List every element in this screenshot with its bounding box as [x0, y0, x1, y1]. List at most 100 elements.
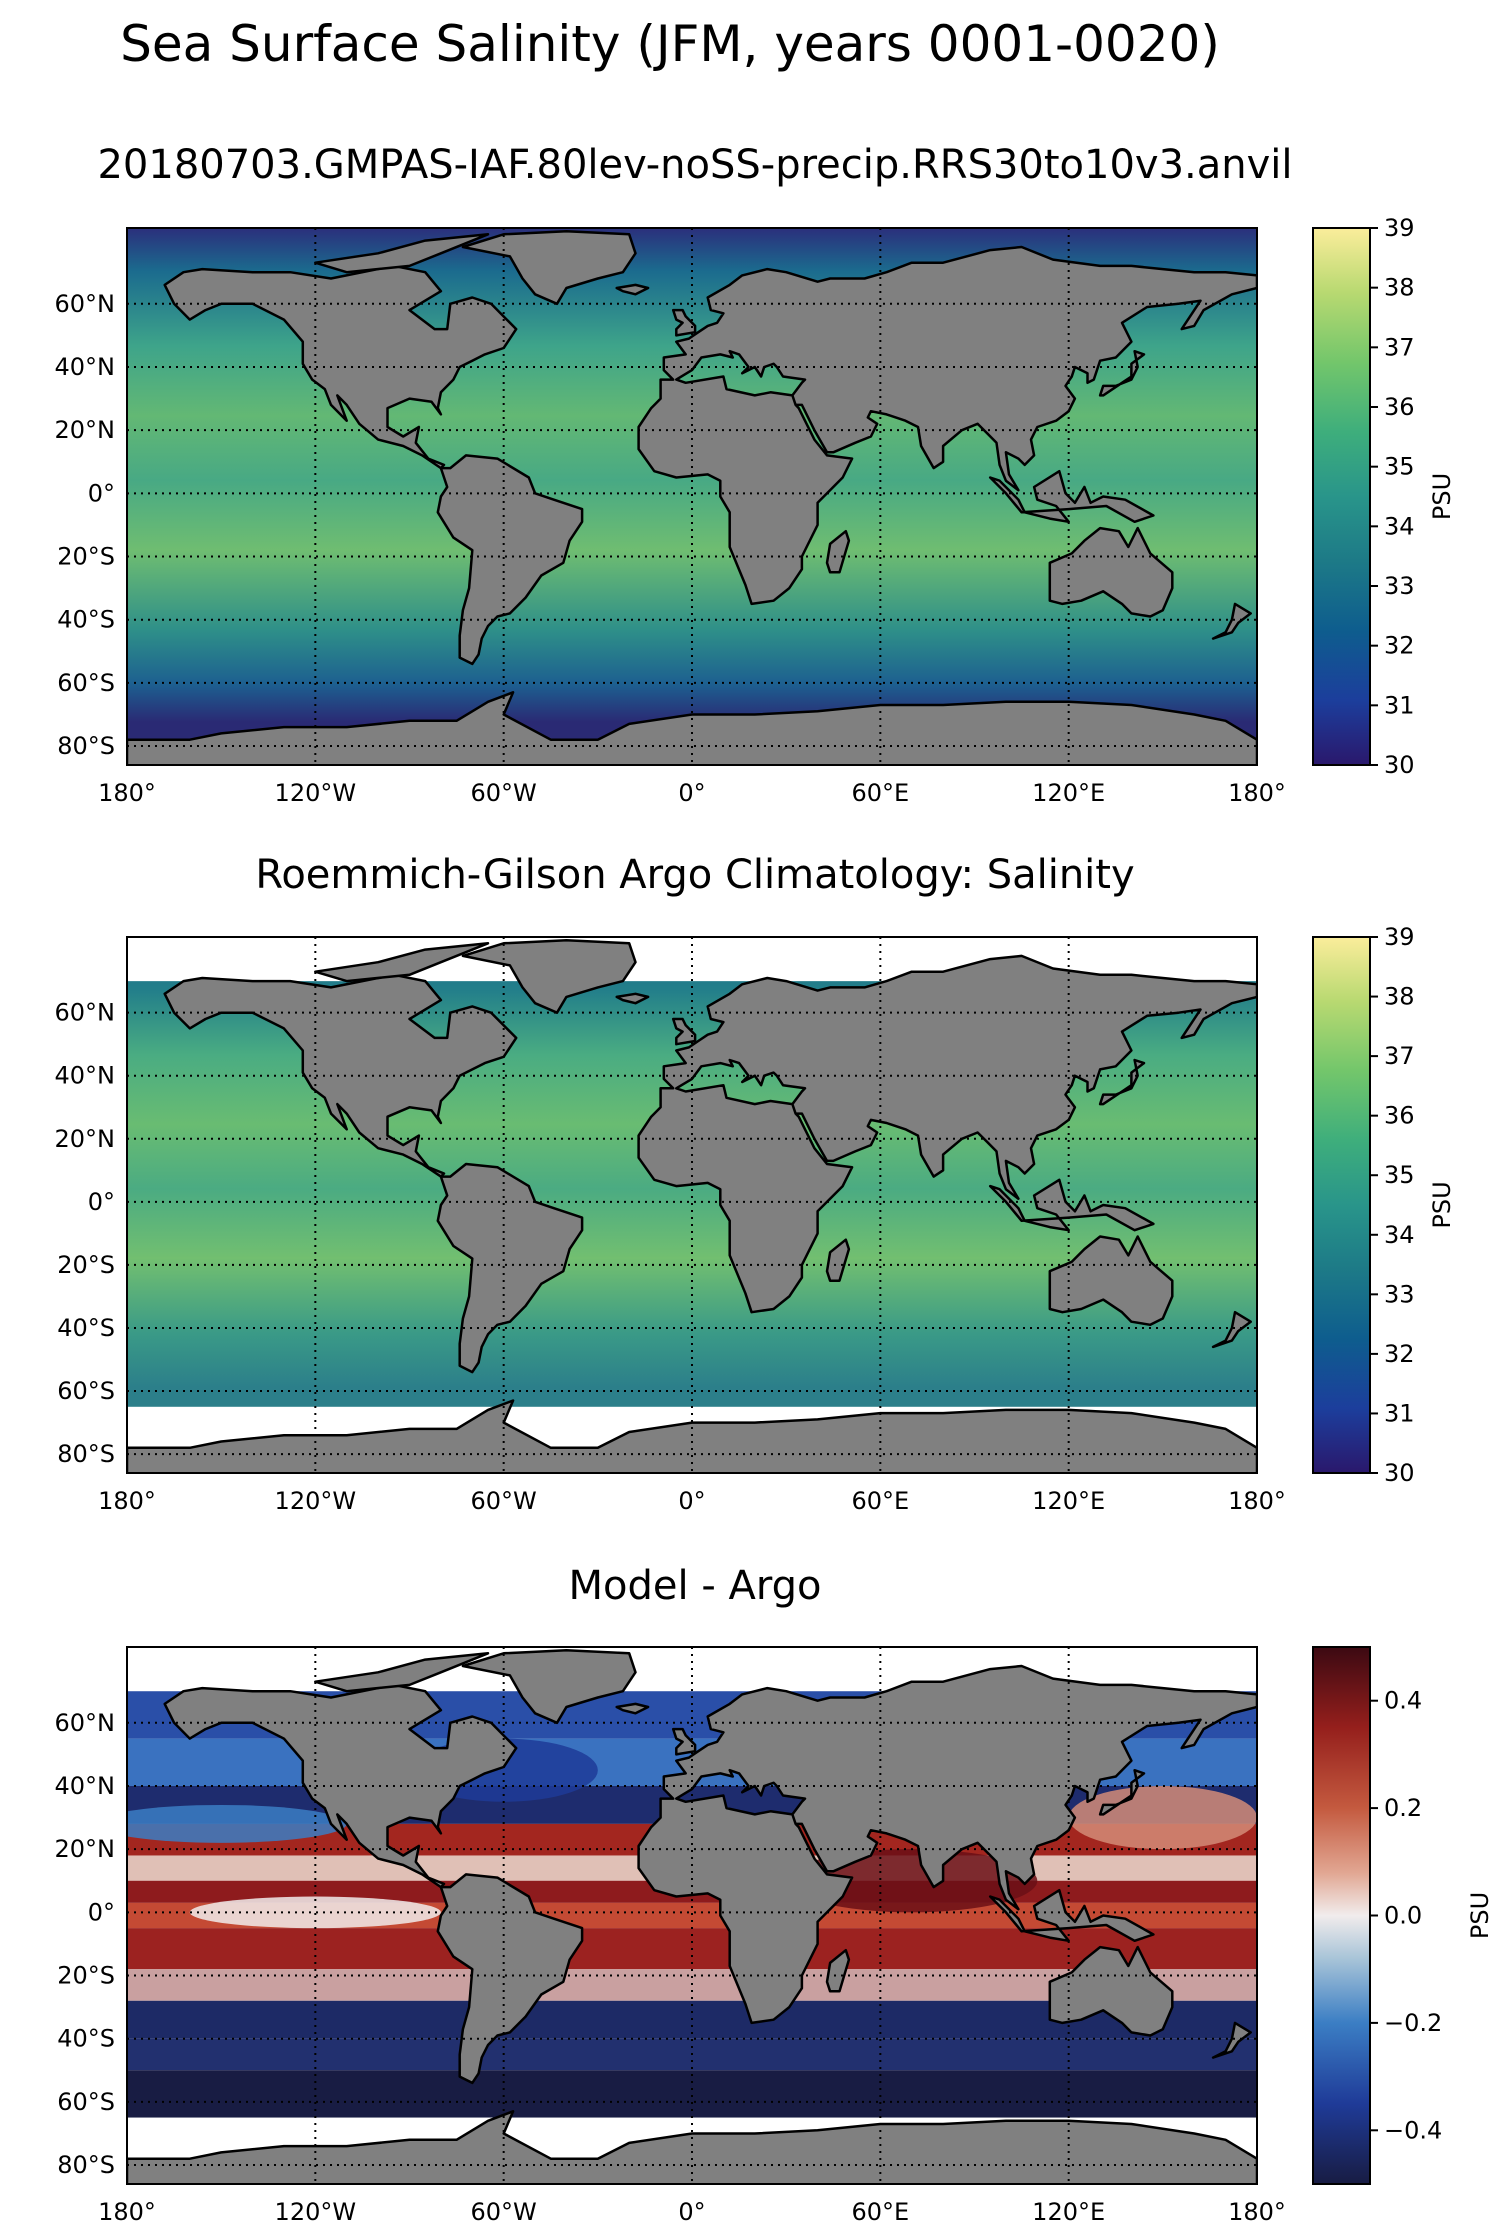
colorbar-tick-label: −0.2 [1384, 2009, 1442, 2037]
land-north-america [163, 973, 518, 1178]
lon-tick-label: 60°W [471, 1487, 537, 1515]
colorbar-tick-label: 0.4 [1384, 1687, 1422, 1715]
lat-tick-label: 60°S [57, 2088, 115, 2116]
colorbar-tick-label: 30 [1384, 1459, 1415, 1487]
colorbar-tick-label: 31 [1384, 691, 1415, 719]
colorbar-tick-label: 39 [1384, 923, 1415, 951]
colorbar-tick-label: 33 [1384, 1280, 1415, 1308]
panel-title-model: 20180703.GMPAS-IAF.80lev-noSS-precip.RRS… [97, 142, 1293, 188]
land-australia [1048, 1235, 1174, 1327]
difference-patch [127, 1804, 347, 1843]
land-south-america [436, 454, 584, 666]
colorbar-label: PSU [1428, 473, 1456, 520]
colorbar-tick-label: 33 [1384, 572, 1415, 600]
colorbar-gradient [1312, 227, 1371, 766]
lon-tick-label: 120°E [1032, 779, 1105, 807]
land-south-america [436, 1162, 584, 1374]
lon-tick-label: 60°E [851, 1487, 909, 1515]
lat-tick-label: 40°S [57, 606, 115, 634]
colorbar-tick-label: 35 [1384, 453, 1415, 481]
map-frame [126, 936, 1258, 1474]
colorbar-tick-label: 35 [1384, 1161, 1415, 1189]
map-panel-diff: 60°N 40°N 20°N 0° 20°S 40°S 60°S 80°S 180° 120°W 6… [55, 1646, 1286, 2226]
lat-tick-label: 20°S [57, 1962, 115, 1990]
panel-title-diff: Model - Argo [568, 1563, 822, 1609]
lat-tick-label: 80°S [57, 2151, 115, 2179]
land-indonesia [988, 1178, 1155, 1232]
lat-tick-label: 60°S [57, 1377, 115, 1405]
land-australia [1048, 526, 1174, 618]
land-eurasia-africa [637, 1664, 1257, 2025]
colorbar-tick-label: 37 [1384, 1042, 1415, 1070]
lat-tick-label: 20°S [57, 1251, 115, 1279]
colorbar-diff: 0.4 0.2 0.0 −0.2 −0.4 PSU [1312, 1646, 1494, 2185]
colorbar-model: 39 38 37 36 35 34 33 32 31 30 PSU [1312, 214, 1456, 779]
lon-tick-label: 180° [1228, 1487, 1286, 1515]
lon-tick-label: 60°W [471, 2198, 537, 2226]
land-arctic-islands [314, 942, 490, 983]
colorbar-tick-label: 0.2 [1384, 1794, 1422, 1822]
colorbar-label: PSU [1428, 1181, 1456, 1228]
lon-tick-label: 0° [678, 1487, 705, 1515]
figure-title: Sea Surface Salinity (JFM, years 0001-00… [120, 15, 1220, 73]
land-iceland [615, 1702, 650, 1715]
land-iceland [615, 283, 650, 296]
land-greenland [461, 1648, 637, 1725]
lat-tick-label: 20°N [55, 416, 116, 444]
colorbar-tick-label: 36 [1384, 1102, 1415, 1130]
land-japan [1098, 1768, 1146, 1816]
land-eurasia-africa [637, 245, 1257, 606]
land-japan [1098, 349, 1146, 397]
lat-tick-label: 40°S [57, 1314, 115, 1342]
colorbar-tick-label: 31 [1384, 1399, 1415, 1427]
colorbar-tick-label: 39 [1384, 214, 1415, 242]
land-madagascar [825, 1238, 851, 1282]
lon-tick-label: 180° [1228, 779, 1286, 807]
map-panel-model: 60°N 40°N 20°N 0° 20°S 40°S 60°S 80°S 180° 120°W 6… [55, 227, 1286, 807]
colorbar-tick-label: 30 [1384, 751, 1415, 779]
map-frame [126, 1646, 1258, 2185]
land-new-zealand [1211, 602, 1252, 640]
lat-tick-label: 0° [88, 479, 115, 507]
lon-tick-label: 180° [98, 2198, 156, 2226]
lat-tick-label: 20°N [55, 1835, 116, 1863]
lat-tick-label: 80°S [57, 1440, 115, 1468]
lat-tick-label: 40°N [55, 1772, 116, 1800]
lon-tick-label: 120°E [1032, 2198, 1105, 2226]
lon-tick-label: 180° [98, 779, 156, 807]
colorbar-gradient [1312, 936, 1371, 1474]
lon-tick-label: 180° [1228, 2198, 1286, 2226]
lat-tick-label: 20°S [57, 543, 115, 571]
lon-tick-label: 120°E [1032, 1487, 1105, 1515]
difference-patch [189, 1896, 441, 1929]
lon-tick-label: 180° [98, 1487, 156, 1515]
lat-tick-label: 40°S [57, 2025, 115, 2053]
lat-tick-label: 60°S [57, 669, 115, 697]
lat-tick-label: 40°N [55, 1062, 116, 1090]
land-japan [1098, 1058, 1146, 1106]
land-indonesia [988, 1888, 1155, 1943]
land-greenland [461, 938, 637, 1014]
land-eurasia-africa [637, 954, 1257, 1314]
colorbar-gradient [1312, 1646, 1371, 2185]
colorbar-tick-label: 34 [1384, 512, 1415, 540]
land-madagascar [825, 529, 851, 574]
land-great-britain [671, 1727, 697, 1756]
colorbar-tick-label: 34 [1384, 1221, 1415, 1249]
lon-tick-label: 120°W [275, 2198, 357, 2226]
land-arctic-islands [314, 233, 490, 274]
map-panel-obs: 60°N 40°N 20°N 0° 20°S 40°S 60°S 80°S 180° 120°W 6… [55, 936, 1286, 1515]
land-madagascar [825, 1948, 851, 1993]
land-great-britain [671, 1017, 697, 1046]
colorbar-tick-label: −0.4 [1384, 2116, 1442, 2144]
colorbar-tick-label: 36 [1384, 393, 1415, 421]
lon-tick-label: 0° [678, 779, 705, 807]
lon-tick-label: 60°E [851, 779, 909, 807]
colorbar-tick-label: 37 [1384, 333, 1415, 361]
panel-title-argo: Roemmich-Gilson Argo Climatology: Salini… [255, 852, 1135, 898]
lat-tick-label: 60°N [55, 290, 116, 318]
lon-tick-label: 60°E [851, 2198, 909, 2226]
land-great-britain [671, 308, 697, 337]
lon-tick-label: 120°W [275, 779, 357, 807]
